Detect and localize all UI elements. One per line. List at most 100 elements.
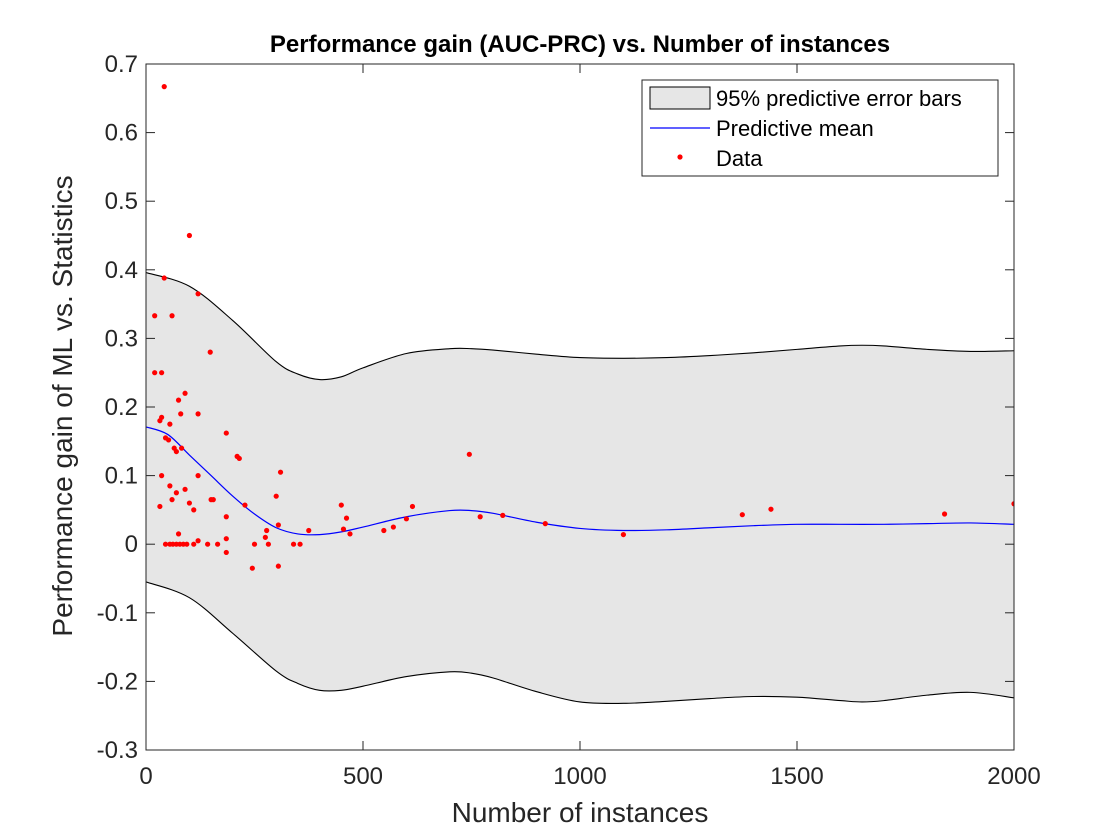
data-point — [157, 503, 163, 510]
data-point — [620, 531, 627, 538]
data-point — [347, 531, 353, 537]
data-point — [223, 536, 229, 542]
data-point — [262, 534, 268, 540]
data-point — [167, 483, 173, 489]
data-point — [265, 541, 271, 547]
data-point — [768, 506, 774, 512]
data-point — [290, 541, 297, 547]
data-point — [236, 455, 242, 462]
data-point — [941, 511, 948, 517]
data-point — [152, 370, 158, 376]
data-point — [340, 526, 347, 532]
data-point — [306, 527, 312, 534]
predictive-mean-line — [146, 426, 1014, 536]
y-tick-label: -0.1 — [97, 600, 138, 627]
data-point — [191, 507, 197, 513]
y-tick-label: 0.5 — [105, 188, 138, 215]
data-point — [173, 490, 179, 496]
legend-label-mean: Predictive mean — [716, 116, 874, 141]
data-point — [191, 541, 197, 547]
data-point — [207, 349, 213, 355]
y-tick-label: 0.7 — [105, 51, 138, 78]
y-tick-label: -0.2 — [97, 668, 138, 695]
data-point — [195, 473, 201, 479]
y-tick-label: 0.1 — [105, 463, 138, 490]
y-tick-label: 0 — [125, 531, 138, 558]
data-point — [264, 527, 270, 534]
legend-data-swatch — [677, 154, 683, 160]
chart-title: Performance gain (AUC-PRC) vs. Number of… — [270, 31, 890, 58]
y-tick-label: 0.6 — [105, 120, 138, 147]
data-point — [223, 514, 229, 520]
data-point — [162, 541, 169, 547]
data-point — [195, 411, 201, 417]
data-point — [175, 531, 182, 537]
data-point — [210, 497, 216, 503]
data-point — [273, 493, 279, 499]
data-point — [171, 445, 177, 451]
data-point — [159, 370, 165, 376]
data-point — [275, 522, 281, 528]
y-tick-label: -0.3 — [97, 737, 138, 764]
data-point — [403, 516, 409, 522]
data-point — [542, 521, 548, 527]
data-point — [205, 541, 211, 547]
legend: 95% predictive error bars Predictive mea… — [641, 79, 999, 177]
data-point — [161, 275, 167, 281]
data-point — [186, 500, 192, 506]
data-point — [277, 469, 284, 475]
y-tick-label: 0.2 — [105, 394, 138, 421]
x-tick-label: 1500 — [770, 763, 823, 790]
data-point — [477, 514, 483, 520]
data-point — [159, 473, 165, 479]
error-band-lower-edge — [146, 581, 1014, 705]
data-point — [223, 430, 229, 436]
x-tick-label: 1000 — [553, 763, 606, 790]
data-point — [152, 313, 158, 319]
data-point — [242, 502, 248, 508]
data-point — [390, 524, 396, 530]
data-point — [381, 527, 387, 534]
legend-label-band: 95% predictive error bars — [716, 86, 962, 111]
x-axis-label: Number of instances — [452, 797, 709, 828]
x-tick-label: 0 — [139, 763, 152, 790]
data-point — [169, 313, 175, 319]
data-point — [275, 563, 281, 569]
data-point — [182, 486, 188, 492]
x-tick-label: 500 — [343, 763, 383, 790]
data-point — [343, 515, 350, 521]
data-point — [184, 541, 190, 547]
data-point — [215, 541, 221, 547]
data-point — [249, 565, 255, 571]
data-point — [178, 445, 185, 451]
data-point — [297, 541, 303, 547]
data-point — [251, 541, 258, 547]
plot-area — [146, 84, 1014, 705]
data-point — [186, 232, 192, 239]
data-point — [169, 497, 175, 503]
error-band-upper-edge — [146, 272, 1014, 381]
data-point — [1011, 501, 1014, 507]
data-point — [182, 390, 188, 396]
y-tick-label: 0.3 — [105, 325, 138, 352]
data-point — [338, 502, 344, 508]
legend-label-data: Data — [716, 146, 763, 171]
x-tick-label: 2000 — [987, 763, 1040, 790]
data-point — [165, 437, 172, 443]
legend-band-swatch — [649, 86, 711, 110]
data-point — [178, 411, 184, 417]
y-axis-label: Performance gain of ML vs. Statistics — [47, 175, 78, 636]
data-point — [195, 291, 201, 297]
data-point — [175, 397, 182, 403]
data-point — [195, 538, 201, 544]
data-point — [159, 414, 165, 420]
data-point — [223, 549, 229, 556]
data-point — [500, 512, 506, 518]
y-tick-label: 0.4 — [105, 257, 138, 284]
error-band-fill — [146, 272, 1014, 704]
data-point — [409, 503, 416, 510]
data-point — [739, 512, 745, 518]
axes: 0 500 1000 1500 2000 -0.3 -0.2 -0.1 0 0.1 0.2 0.3 0.… — [97, 51, 1041, 790]
data-point — [167, 421, 173, 427]
